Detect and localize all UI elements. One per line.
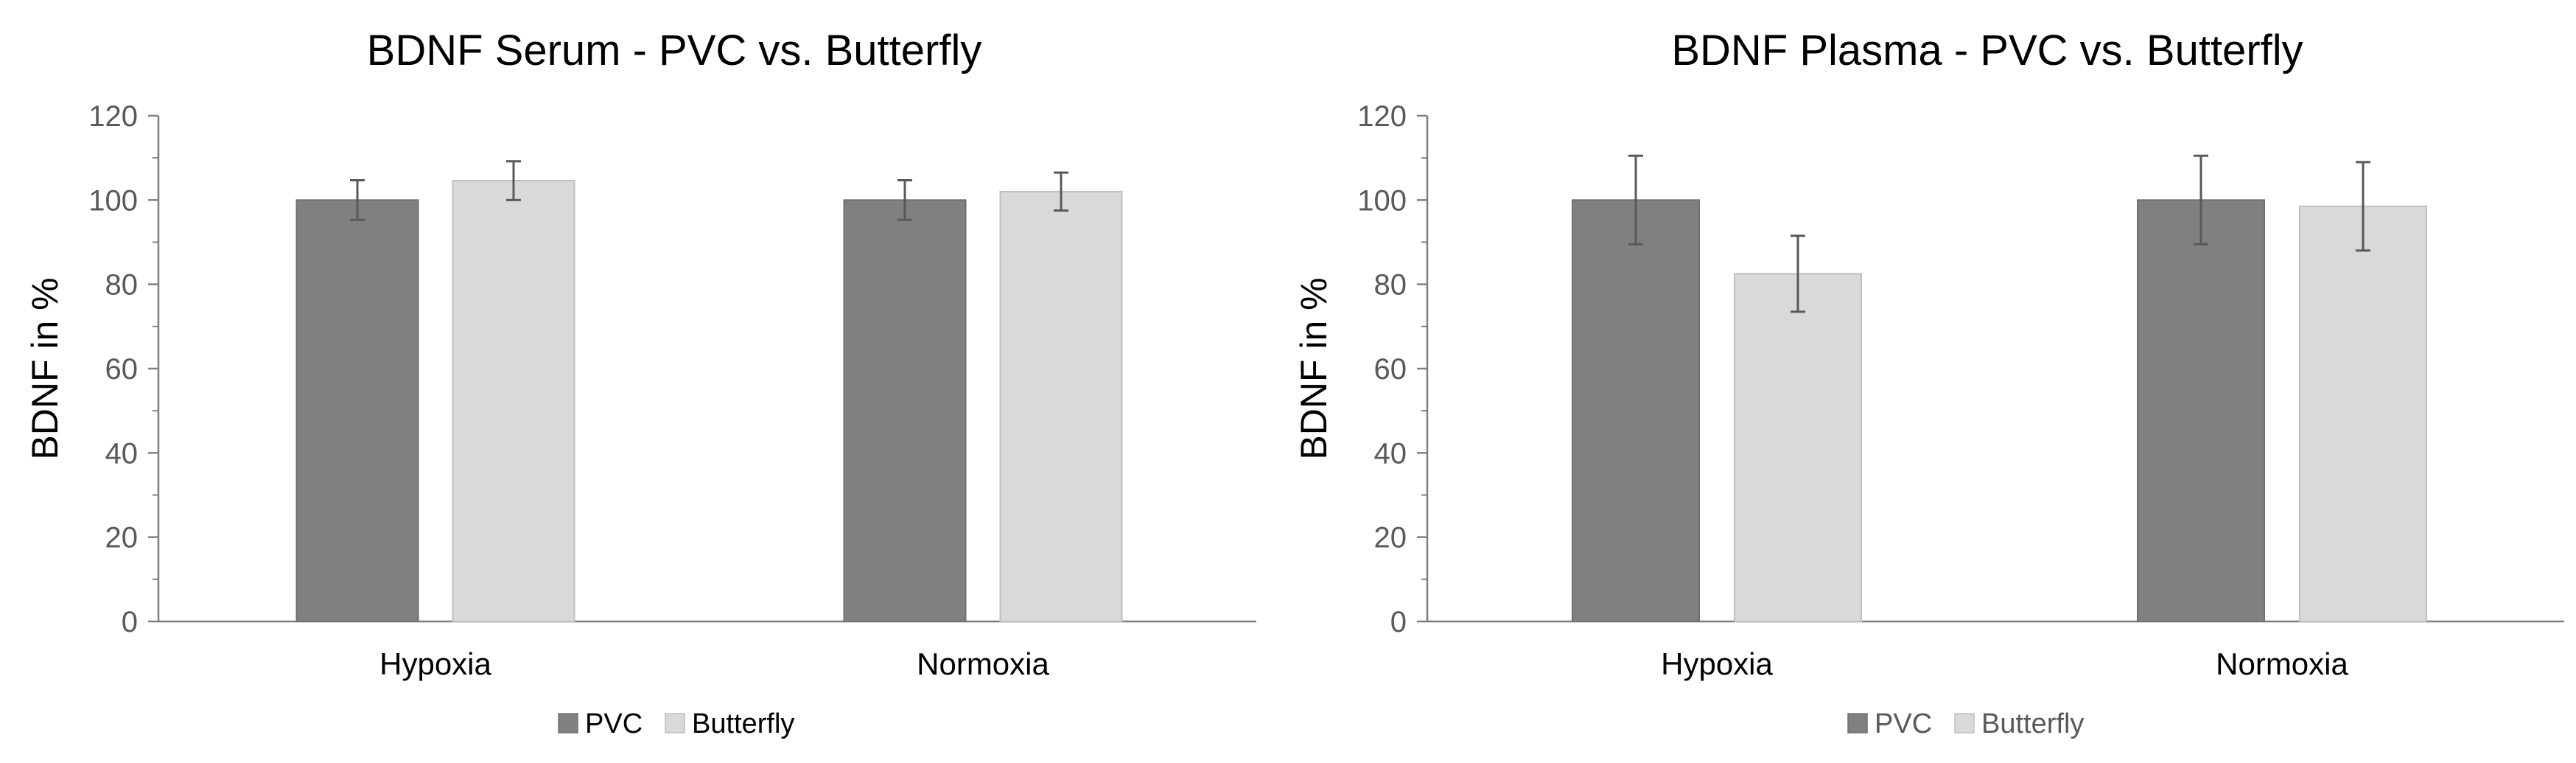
legend-label-pvc: PVC — [585, 708, 643, 739]
x-category-label: Hypoxia — [379, 647, 491, 681]
y-tick-label: 120 — [88, 100, 138, 133]
chart-title: BDNF Plasma - PVC vs. Butterfly — [1671, 27, 2303, 74]
legend-swatch-butterfly — [665, 713, 685, 734]
x-category-label: Hypoxia — [1661, 647, 1773, 681]
y-tick-label: 20 — [1374, 522, 1407, 554]
x-category-label: Normoxia — [2216, 647, 2348, 681]
legend-label-butterfly: Butterfly — [1981, 708, 2084, 739]
y-tick-label: 0 — [122, 606, 138, 638]
y-tick-label: 100 — [1357, 184, 1407, 217]
legend-label-butterfly: Butterfly — [692, 708, 794, 739]
bar-pvc-hypoxia — [295, 199, 419, 623]
bar-pvc-normoxia — [2137, 199, 2265, 623]
y-axis-label: BDNF in % — [1293, 277, 1334, 459]
y-tick-label: 0 — [1390, 606, 1407, 638]
y-tick-label: 40 — [105, 437, 139, 470]
bar-pvc-normoxia — [843, 199, 967, 623]
y-tick-label: 120 — [1357, 100, 1407, 133]
y-tick-label: 100 — [88, 184, 138, 217]
bar-butterfly-hypoxia — [452, 180, 575, 622]
bar-pvc-hypoxia — [1572, 199, 1700, 623]
y-axis-label: BDNF in % — [24, 277, 66, 459]
legend-swatch-butterfly — [1954, 713, 1975, 734]
legend-swatch-pvc — [1847, 713, 1868, 734]
chart-title: BDNF Serum - PVC vs. Butterfly — [367, 27, 982, 74]
chart-panel-2: BDNF Plasma - PVC vs. Butterfly BDNF in %… — [1293, 27, 2564, 739]
y-tick-label: 40 — [1374, 437, 1407, 470]
y-tick-label: 60 — [1374, 353, 1407, 386]
y-tick-label: 80 — [105, 269, 139, 302]
bar-butterfly-normoxia — [999, 190, 1123, 622]
y-tick-label: 20 — [105, 522, 139, 554]
legend-swatch-pvc — [558, 713, 578, 734]
bar-butterfly-normoxia — [2299, 205, 2427, 622]
chart-panel-1: BDNF Serum - PVC vs. Butterfly BDNF in % 0… — [24, 27, 1256, 739]
x-category-label: Normoxia — [917, 647, 1049, 681]
y-tick-label: 80 — [1374, 269, 1407, 302]
legend-label-pvc: PVC — [1875, 708, 1932, 739]
y-tick-label: 60 — [105, 353, 139, 386]
bar-butterfly-hypoxia — [1734, 273, 1862, 622]
